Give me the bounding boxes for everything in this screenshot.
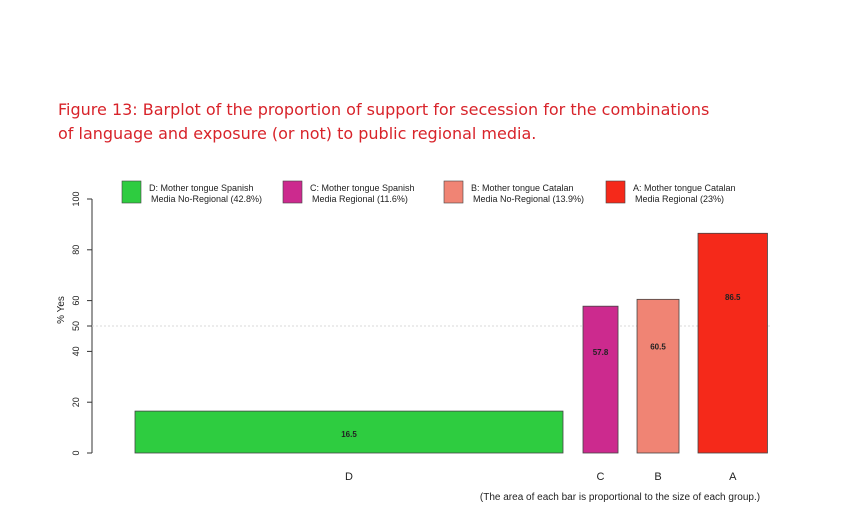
legend-label-a-line2: Media Regional (23%): [635, 194, 724, 204]
bar-value-label-c: 57.8: [593, 348, 609, 357]
y-tick-label: 0: [71, 450, 81, 455]
legend-label-c-line1: C: Mother tongue Spanish: [310, 183, 415, 193]
caption-line-1: Figure 13: Barplot of the proportion of …: [58, 100, 710, 119]
y-tick-label: 40: [71, 346, 81, 356]
bar-a: [697, 232, 768, 454]
bar-value-label-a: 86.5: [725, 293, 741, 302]
y-tick-label: 60: [71, 296, 81, 306]
y-tick-label: 20: [71, 397, 81, 407]
bars-group: 16.5 D 57.8 C 60.5 B 86.5 A: [134, 232, 768, 483]
legend-swatch-b: [443, 180, 464, 204]
category-label-c: C: [597, 471, 605, 483]
legend-label-a-line1: A: Mother tongue Catalan: [633, 183, 736, 193]
bar-d: [134, 410, 564, 454]
y-tick-label: 80: [71, 245, 81, 255]
legend-label-c-line2: Media Regional (11.6%): [312, 194, 408, 204]
legend-label-b-line2: Media No-Regional (13.9%): [473, 194, 584, 204]
category-label-b: B: [654, 471, 661, 483]
legend-swatch-a: [605, 180, 626, 204]
legend-label-d-line1: D: Mother tongue Spanish: [149, 183, 254, 193]
category-label-d: D: [345, 471, 353, 483]
bar-value-label-b: 60.5: [650, 343, 666, 352]
y-tick-label: 100: [71, 191, 81, 206]
category-label-a: A: [729, 471, 737, 483]
bar-value-label-d: 16.5: [341, 430, 357, 439]
bar-c: [582, 305, 619, 454]
legend-label-d-line2: Media No-Regional (42.8%): [151, 194, 262, 204]
legend-label-b-line1: B: Mother tongue Catalan: [471, 183, 574, 193]
legend-swatch-c: [282, 180, 303, 204]
caption-line-2: of language and exposure (or not) to pub…: [58, 124, 537, 143]
y-axis-label: % Yes: [56, 296, 67, 324]
figure-caption: Figure 13: Barplot of the proportion of …: [58, 98, 778, 146]
y-tick-label: 50: [71, 321, 81, 331]
area-note: (The area of each bar is proportional to…: [480, 492, 760, 503]
legend-swatch-d: [121, 180, 142, 204]
y-axis: 0 20 40 50 60 80 100: [71, 191, 93, 456]
bar-b: [636, 298, 680, 454]
